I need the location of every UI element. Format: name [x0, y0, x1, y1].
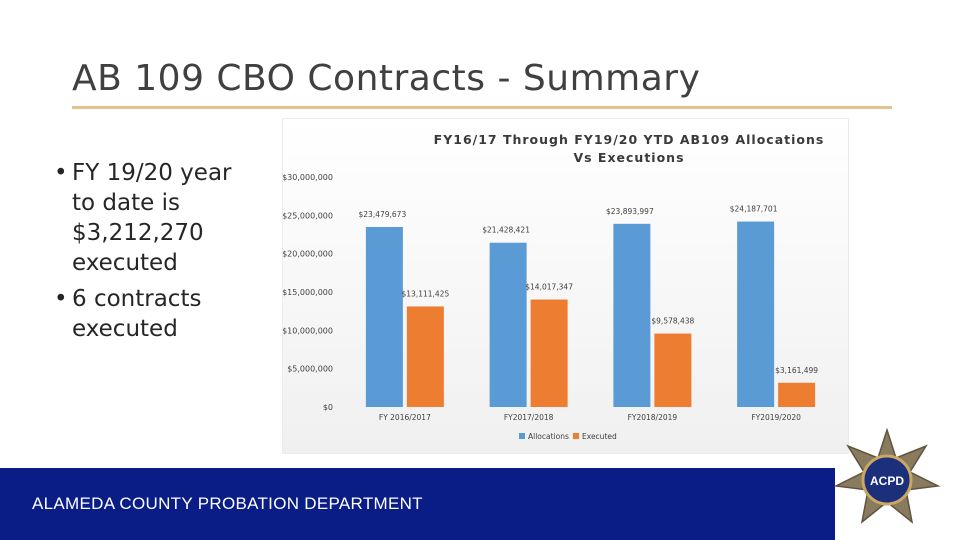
chart-title: FY16/17 Through FY19/20 YTD AB109 Alloca… — [434, 132, 825, 165]
bar-executed — [530, 299, 568, 407]
legend-label: Executed — [582, 432, 617, 441]
star-badge-icon: ACPD — [833, 428, 941, 524]
y-tick-label: $0 — [323, 403, 333, 412]
chart-panel: FY16/17 Through FY19/20 YTD AB109 Alloca… — [282, 118, 849, 454]
bar-allocations — [365, 226, 403, 407]
bullet-marker: • — [54, 286, 68, 312]
legend-swatch — [519, 433, 525, 439]
data-label: $23,479,673 — [359, 210, 407, 219]
title-underline — [72, 106, 892, 109]
data-label: $23,893,997 — [606, 207, 654, 216]
bullet-item: • FY 19/20 year to date is $3,212,270 ex… — [54, 158, 254, 278]
bar-executed — [654, 333, 692, 407]
x-tick-label: FY 2016/2017 — [379, 413, 431, 422]
data-label: $13,111,425 — [402, 289, 450, 298]
bar-allocations — [613, 223, 651, 407]
bullet-marker: • — [54, 160, 68, 186]
y-tick-label: $5,000,000 — [287, 365, 333, 374]
footer-text: ALAMEDA COUNTY PROBATION DEPARTMENT — [32, 494, 423, 513]
bullet-text: 6 contracts executed — [72, 286, 202, 342]
bullet-item: • 6 contracts executed — [54, 284, 254, 344]
badge-label: ACPD — [870, 474, 904, 488]
bullet-list: • FY 19/20 year to date is $3,212,270 ex… — [54, 158, 254, 350]
x-tick-label: FY2019/2020 — [751, 413, 801, 422]
data-label: $21,428,421 — [482, 226, 530, 235]
data-label: $9,578,438 — [651, 317, 694, 326]
slide-title: AB 109 CBO Contracts - Summary — [72, 58, 701, 99]
bar-executed — [406, 306, 444, 407]
bullet-text: FY 19/20 year to date is $3,212,270 exec… — [72, 160, 232, 276]
y-tick-label: $20,000,000 — [283, 250, 333, 259]
data-label: $3,161,499 — [775, 366, 818, 375]
y-tick-label: $30,000,000 — [283, 173, 333, 182]
data-label: $24,187,701 — [730, 205, 778, 214]
x-tick-label: FY2018/2019 — [628, 413, 678, 422]
legend-swatch — [573, 433, 579, 439]
bar-chart: FY16/17 Through FY19/20 YTD AB109 Alloca… — [283, 132, 825, 441]
x-tick-label: FY2017/2018 — [504, 413, 554, 422]
y-tick-label: $25,000,000 — [283, 211, 333, 220]
bar-allocations — [737, 221, 775, 407]
bar-executed — [778, 382, 816, 407]
legend-label: Allocations — [528, 432, 569, 441]
data-label: $14,017,347 — [525, 283, 573, 292]
bar-allocations — [489, 242, 527, 407]
y-tick-label: $15,000,000 — [283, 288, 333, 297]
footer-bar: ALAMEDA COUNTY PROBATION DEPARTMENT — [0, 468, 835, 540]
y-tick-label: $10,000,000 — [283, 326, 333, 335]
